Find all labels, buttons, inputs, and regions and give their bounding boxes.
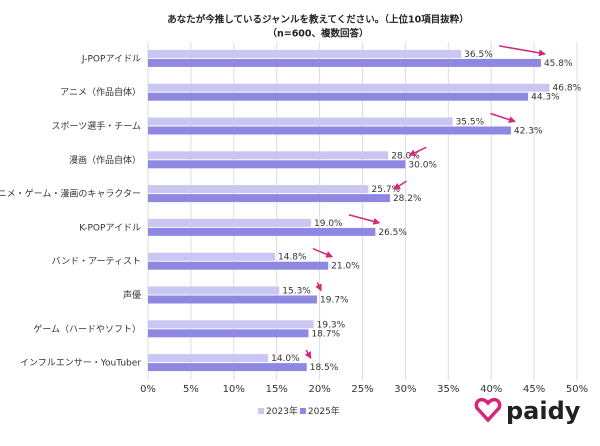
bar: [148, 49, 462, 58]
value-label: 19.3%: [317, 320, 346, 330]
value-label: 35.5%: [456, 118, 485, 128]
y-tick-label: アニメ（作品自体）: [60, 86, 141, 98]
bar: [148, 218, 312, 227]
value-label: 19.7%: [320, 296, 349, 306]
bar: [148, 295, 318, 304]
bar: [148, 185, 369, 194]
x-tick-label: 40%: [480, 384, 502, 395]
value-label: 36.5%: [464, 50, 493, 60]
y-tick-label: 声優: [123, 289, 141, 301]
trend-arrow: [315, 282, 322, 292]
trend-arrow: [393, 180, 407, 190]
trend-arrow: [490, 112, 516, 123]
logo-icon: [474, 397, 502, 423]
y-tick-label: J-POPアイドル: [81, 54, 141, 64]
x-tick-label: 25%: [351, 384, 373, 395]
trend-arrow: [408, 146, 427, 156]
bar: [148, 92, 529, 101]
value-label: 25.7%: [372, 185, 401, 195]
x-tick-label: 10%: [223, 384, 245, 395]
y-tick-label: 漫画（作品自体）: [69, 154, 141, 166]
bar: [148, 363, 307, 372]
y-tick-label: ゲーム（ハードやソフト）: [33, 323, 141, 335]
chart-title: あなたが今推しているジャンルを教えてください。（上位10項目抜粋）: [167, 14, 468, 26]
trend-arrow: [348, 214, 381, 225]
legend-swatch: [258, 408, 264, 414]
logo: paidy: [474, 397, 581, 425]
x-tick-label: 15%: [266, 384, 288, 395]
value-label: 14.8%: [278, 253, 307, 263]
bar: [148, 83, 550, 92]
value-label: 45.8%: [544, 59, 573, 69]
value-label: 18.7%: [311, 329, 340, 339]
value-label: 30.0%: [408, 160, 437, 170]
legend-swatch: [299, 408, 306, 414]
bar: [148, 320, 314, 329]
bar: [148, 329, 309, 338]
logo-text: paidy: [506, 397, 581, 425]
bar: [148, 126, 511, 135]
value-label: 28.0%: [391, 151, 420, 161]
value-label: 21.0%: [331, 262, 360, 272]
trend-arrow: [499, 45, 546, 57]
bar: [148, 151, 389, 160]
x-tick-label: 0%: [140, 384, 156, 395]
y-tick-label: アニメ・ゲーム・漫画のキャラクター: [0, 188, 141, 200]
x-tick-label: 30%: [394, 384, 416, 395]
trend-arrow: [312, 248, 334, 258]
x-tick-label: 5%: [183, 384, 199, 395]
value-label: 44.3%: [531, 93, 560, 103]
bar: [148, 252, 275, 261]
legend-label: 2025年: [308, 405, 340, 417]
chart-subtitle: （n=600、複数回答）: [267, 28, 368, 40]
bar: [148, 227, 376, 236]
y-tick-label: インフルエンサー・YouTuber: [20, 358, 141, 369]
bar: [148, 117, 453, 126]
value-label: 15.3%: [282, 287, 311, 297]
trend-arrow: [304, 349, 312, 359]
x-tick-label: 50%: [566, 384, 588, 395]
bar: [148, 160, 406, 169]
y-tick-label: スポーツ選手・チーム: [51, 120, 141, 132]
bar: [148, 261, 329, 270]
value-label: 26.5%: [378, 228, 407, 238]
bar: [148, 286, 280, 295]
bar: [148, 354, 269, 363]
value-label: 14.0%: [271, 354, 300, 364]
y-tick-label: K-POPアイドル: [79, 223, 141, 233]
x-tick-label: 45%: [523, 384, 545, 395]
value-label: 18.5%: [310, 363, 339, 373]
x-tick-label: 35%: [437, 384, 459, 395]
value-label: 28.2%: [393, 194, 422, 204]
value-label: 42.3%: [514, 127, 543, 137]
legend-label: 2023年: [266, 405, 298, 417]
value-label: 19.0%: [314, 219, 343, 229]
bar: [148, 58, 541, 67]
bar: [148, 194, 390, 203]
value-label: 46.8%: [553, 84, 582, 94]
x-tick-label: 20%: [308, 384, 330, 395]
y-tick-label: バンド・アーティスト: [52, 256, 141, 267]
